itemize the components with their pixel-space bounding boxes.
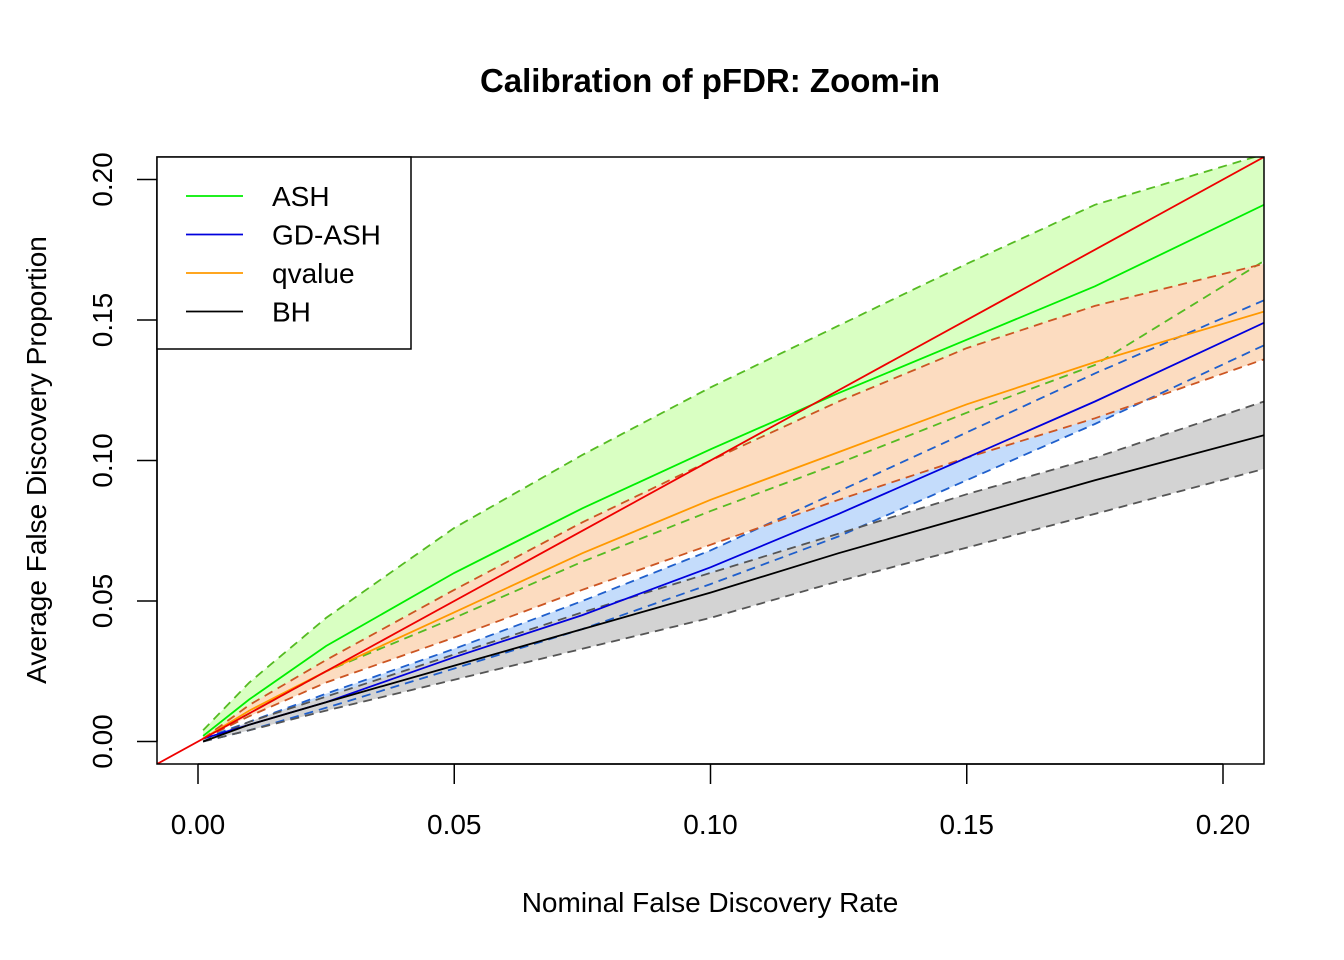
legend-label: BH <box>272 297 311 328</box>
chart-title: Calibration of pFDR: Zoom-in <box>480 62 940 99</box>
y-tick-label: 0.05 <box>87 574 118 629</box>
x-tick-label: 0.10 <box>683 809 738 840</box>
band-2 <box>203 263 1264 739</box>
band-boundaries <box>202 157 1264 743</box>
y-tick-label: 0.00 <box>87 714 118 769</box>
band-3 <box>203 401 1264 742</box>
y-axis: 0.00 0.05 0.10 0.15 0.20 <box>87 152 158 769</box>
y-axis-label: Average False Discovery Proportion <box>21 236 52 684</box>
y-tick-label: 0.10 <box>87 433 118 488</box>
upper-bound-1 <box>202 299 1264 740</box>
x-axis-label: Nominal False Discovery Rate <box>522 887 899 918</box>
x-axis: 0.00 0.05 0.10 0.15 0.20 <box>171 763 1251 840</box>
x-tick-label: 0.20 <box>1196 809 1251 840</box>
lower-bound-1 <box>202 344 1264 743</box>
legend: ASH GD-ASH qvalue BH <box>156 156 412 350</box>
lower-bound-2 <box>202 358 1264 740</box>
y-tick-label: 0.20 <box>87 152 118 207</box>
series-lines <box>157 157 1264 764</box>
reference-line <box>157 157 1264 764</box>
series-line-0 <box>202 203 1264 737</box>
lower-bound-3 <box>202 468 1264 743</box>
series-line-3 <box>202 434 1264 743</box>
x-tick-label: 0.05 <box>427 809 482 840</box>
x-tick-label: 0.00 <box>171 809 226 840</box>
upper-bound-3 <box>202 400 1264 743</box>
series-line-2 <box>202 310 1264 740</box>
legend-box <box>156 156 412 350</box>
legend-label: ASH <box>272 181 330 212</box>
y-tick-label: 0.15 <box>87 293 118 348</box>
legend-label: qvalue <box>272 258 355 289</box>
legend-label: GD-ASH <box>272 220 381 251</box>
x-tick-label: 0.15 <box>940 809 995 840</box>
upper-bound-0 <box>202 157 1258 731</box>
